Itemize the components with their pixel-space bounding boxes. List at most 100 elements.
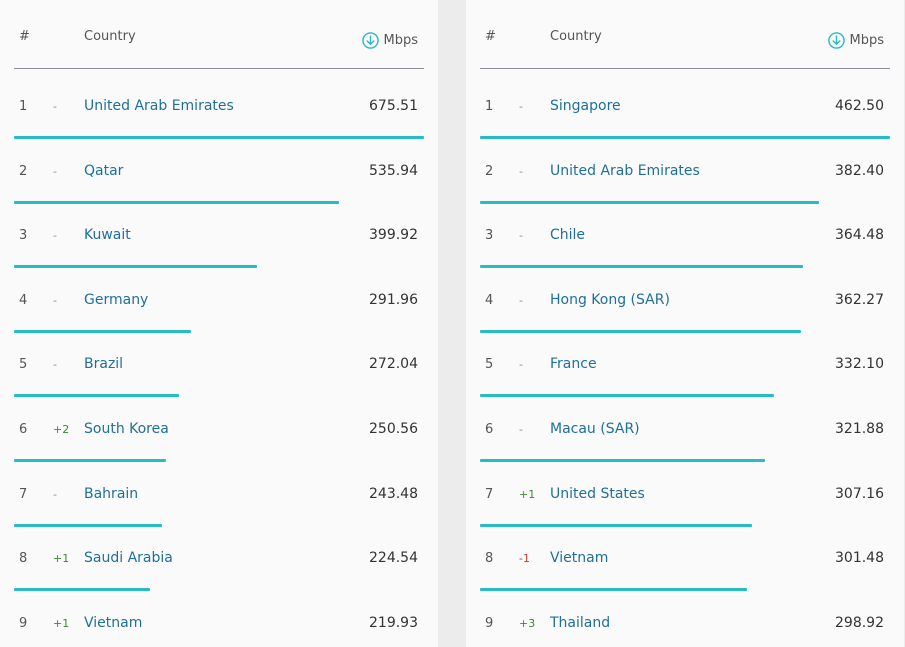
table-row: 9 +3 Thailand 298.92 bbox=[466, 592, 904, 647]
rank-number: 8 bbox=[485, 551, 494, 567]
country-link[interactable]: Chile bbox=[550, 227, 586, 244]
table-row: 8 +1 Saudi Arabia 224.54 bbox=[0, 527, 438, 592]
table-row: 1 - United Arab Emirates 675.51 bbox=[0, 75, 438, 139]
country-link[interactable]: Qatar bbox=[84, 162, 124, 179]
speed-bar bbox=[14, 329, 192, 333]
speed-value: 298.92 bbox=[835, 614, 884, 631]
table-row: 4 - Hong Kong (SAR) 362.27 bbox=[466, 269, 904, 333]
speed-value: 362.27 bbox=[835, 291, 884, 308]
rank-number: 6 bbox=[485, 422, 494, 437]
table-row: 6 - Macau (SAR) 321.88 bbox=[466, 398, 904, 462]
table-header: # Country Mbps bbox=[14, 0, 424, 69]
rank-change: - bbox=[53, 164, 57, 178]
rank-number: 1 bbox=[485, 99, 494, 114]
rank-number: 9 bbox=[485, 615, 494, 631]
ranking-table-left: # Country Mbps 1 - United Arab Emirates 675… bbox=[0, 0, 438, 647]
country-link[interactable]: South Korea bbox=[84, 421, 169, 437]
download-circle-icon bbox=[827, 32, 845, 49]
country-link[interactable]: France bbox=[550, 356, 597, 373]
speed-bar bbox=[14, 588, 151, 592]
table-row: 2 - Qatar 535.94 bbox=[0, 140, 438, 204]
rank-change: - bbox=[53, 229, 57, 243]
rank-change: - bbox=[519, 358, 523, 372]
country-link[interactable]: Bahrain bbox=[84, 485, 139, 502]
rank-number: 7 bbox=[19, 486, 28, 502]
speed-value: 219.93 bbox=[369, 614, 418, 631]
rank-number: 1 bbox=[19, 99, 28, 114]
speed-bar bbox=[480, 200, 819, 204]
country-link[interactable]: Vietnam bbox=[84, 614, 143, 631]
rank-change: - bbox=[53, 100, 57, 113]
country-link[interactable]: Hong Kong (SAR) bbox=[550, 291, 670, 308]
table-row: 5 - Brazil 272.04 bbox=[0, 333, 438, 398]
rank-number: 6 bbox=[19, 422, 28, 437]
country-link[interactable]: Germany bbox=[84, 291, 149, 308]
rank-number: 9 bbox=[19, 615, 28, 631]
speed-value: 321.88 bbox=[835, 421, 884, 437]
country-link[interactable]: United States bbox=[550, 485, 645, 502]
rank-number: 5 bbox=[485, 357, 494, 373]
speed-bar bbox=[14, 523, 162, 527]
country-link[interactable]: United Arab Emirates bbox=[550, 162, 700, 179]
country-link[interactable]: Singapore bbox=[550, 98, 621, 114]
speed-value: 675.51 bbox=[369, 98, 418, 114]
speed-value: 382.40 bbox=[835, 162, 884, 179]
speed-bar bbox=[480, 459, 766, 462]
table-row: 3 - Kuwait 399.92 bbox=[0, 204, 438, 269]
speed-value: 332.10 bbox=[835, 356, 884, 373]
speed-bar bbox=[480, 394, 775, 398]
speed-bar bbox=[14, 394, 180, 398]
rank-number: 3 bbox=[485, 228, 494, 244]
rank-change: - bbox=[519, 423, 523, 436]
country-link[interactable]: Thailand bbox=[550, 614, 611, 631]
country-link[interactable]: Saudi Arabia bbox=[84, 550, 173, 567]
rank-change: +1 bbox=[519, 487, 536, 501]
table-row: 4 - Germany 291.96 bbox=[0, 269, 438, 333]
speed-bar bbox=[14, 265, 257, 269]
table-row: 6 +2 South Korea 250.56 bbox=[0, 398, 438, 462]
country-link[interactable]: Brazil bbox=[84, 356, 124, 373]
speed-bar bbox=[480, 329, 802, 333]
speed-bar bbox=[14, 459, 167, 462]
country-column-header[interactable]: Country bbox=[84, 29, 136, 44]
table-row: 1 - Singapore 462.50 bbox=[466, 75, 904, 139]
table-row: 7 +1 United States 307.16 bbox=[466, 463, 904, 527]
speed-column-header[interactable]: Mbps bbox=[361, 32, 419, 49]
table-row: 5 - France 332.10 bbox=[466, 333, 904, 398]
rank-number: 2 bbox=[19, 163, 28, 179]
rank-change: - bbox=[53, 487, 57, 501]
rank-column-header: # bbox=[485, 29, 496, 44]
country-link[interactable]: Vietnam bbox=[550, 550, 609, 567]
speed-value: 364.48 bbox=[835, 227, 884, 244]
speed-unit-label: Mbps bbox=[849, 33, 885, 48]
speed-value: 272.04 bbox=[369, 356, 418, 373]
download-circle-icon bbox=[361, 32, 379, 49]
table-row: 3 - Chile 364.48 bbox=[466, 204, 904, 269]
speed-value: 224.54 bbox=[369, 550, 418, 567]
speed-bar bbox=[480, 136, 890, 139]
country-link[interactable]: Kuwait bbox=[84, 227, 131, 244]
table-row: 8 -1 Vietnam 301.48 bbox=[466, 527, 904, 592]
country-link[interactable]: Macau (SAR) bbox=[550, 421, 640, 437]
speed-column-header[interactable]: Mbps bbox=[827, 32, 885, 49]
speed-bar bbox=[480, 523, 753, 527]
rank-change: - bbox=[53, 293, 57, 307]
rank-change: +1 bbox=[53, 552, 70, 566]
rank-number: 4 bbox=[19, 292, 28, 308]
speed-value: 243.48 bbox=[369, 485, 418, 502]
country-link[interactable]: United Arab Emirates bbox=[84, 98, 234, 114]
rank-number: 7 bbox=[485, 486, 494, 502]
rank-number: 2 bbox=[485, 163, 494, 179]
table-row: 9 +1 Vietnam 219.93 bbox=[0, 592, 438, 647]
speed-unit-label: Mbps bbox=[383, 33, 419, 48]
country-column-header[interactable]: Country bbox=[550, 29, 602, 44]
rank-change: - bbox=[519, 293, 523, 307]
speed-value: 291.96 bbox=[369, 291, 418, 308]
rank-number: 8 bbox=[19, 551, 28, 567]
rank-change: - bbox=[53, 358, 57, 372]
rank-change: +2 bbox=[53, 423, 70, 436]
rank-change: - bbox=[519, 164, 523, 178]
table-header: # Country Mbps bbox=[480, 0, 890, 69]
speed-bar bbox=[480, 265, 804, 269]
